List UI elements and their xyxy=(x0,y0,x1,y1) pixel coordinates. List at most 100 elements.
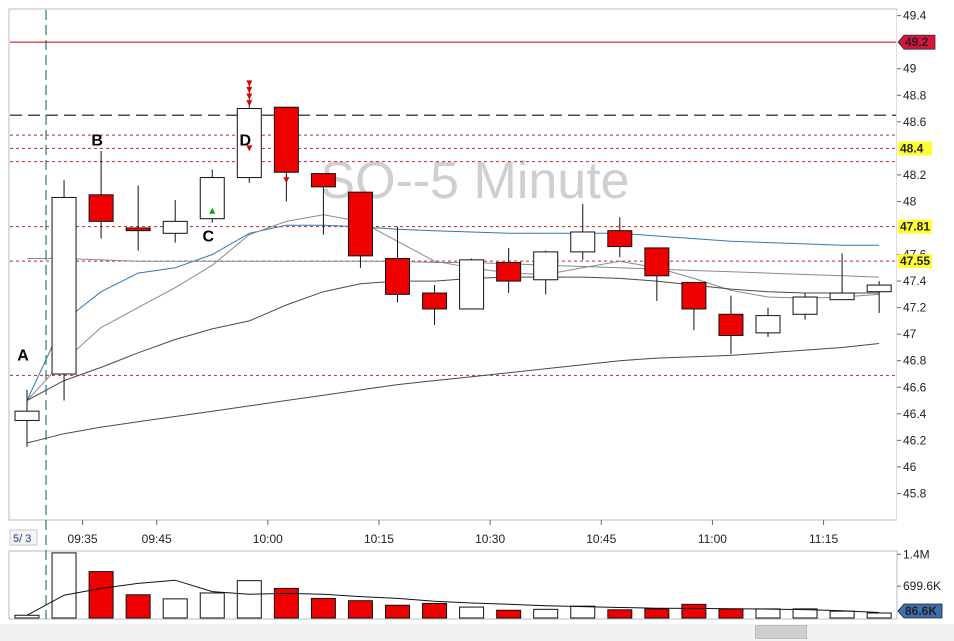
price-tick-label-10: 46.8 xyxy=(903,354,927,368)
volume-bar-6 xyxy=(236,580,262,619)
annotation-d: D xyxy=(240,133,252,150)
signal-markers xyxy=(209,80,290,214)
price-tick-label-5: 48 xyxy=(903,194,917,208)
time-axis: 09:35 09:45 10:00 10:15 10:30 10:45 11:00 11:15 xyxy=(68,520,838,546)
time-tick-label-1: 09:45 xyxy=(142,532,172,546)
price-tick-label-14: 46 xyxy=(903,460,917,474)
volume-bar-12 xyxy=(459,606,485,619)
candle-body-13 xyxy=(496,262,522,282)
time-tick-label-5: 10:45 xyxy=(586,532,616,546)
price-tag-text-0: 49.2 xyxy=(905,35,929,49)
candle-body-0 xyxy=(14,410,40,421)
signal-marker-5 xyxy=(246,145,253,152)
candle-body-7 xyxy=(273,106,299,173)
date-label-text: 5/ 3 xyxy=(13,533,31,545)
price-tick-label-0: 49.4 xyxy=(903,9,927,23)
signal-marker-0 xyxy=(209,207,216,214)
volume-bar-18 xyxy=(681,603,707,619)
candle-body-20 xyxy=(755,315,781,334)
price-tag-bg-0 xyxy=(897,34,936,50)
candle-body-23 xyxy=(866,284,892,293)
candle-body-12 xyxy=(459,259,485,310)
candle-body-2 xyxy=(88,194,114,222)
signal-marker-2 xyxy=(246,86,253,93)
volume-average-line xyxy=(26,579,880,616)
volume-bar-21 xyxy=(792,608,818,619)
candle-body-10 xyxy=(385,258,410,295)
price-tag-bg-2 xyxy=(898,219,932,234)
annotation-a: A xyxy=(17,348,29,365)
volume-bar-17 xyxy=(644,608,670,619)
price-tag-bg-1 xyxy=(898,141,932,156)
time-tick-label-6: 11:00 xyxy=(698,532,727,546)
signal-marker-4 xyxy=(246,100,253,107)
volume-bar-13 xyxy=(496,609,522,619)
price-tick-label-11: 46.6 xyxy=(903,380,927,394)
volume-tick-label-0: 1.4M xyxy=(903,547,930,561)
volume-bar-1 xyxy=(51,552,77,619)
candle-body-6 xyxy=(236,108,262,179)
axis-gutter xyxy=(897,9,953,541)
price-tick-label-12: 46.4 xyxy=(903,407,927,421)
time-tick-label-4: 10:30 xyxy=(475,532,505,546)
candle-body-22 xyxy=(829,292,855,301)
signal-marker-3 xyxy=(246,93,253,100)
price-tag-bg-3 xyxy=(898,254,932,269)
candle-body-4 xyxy=(162,220,188,234)
candle-body-18 xyxy=(681,281,707,310)
price-tick-label-2: 48.8 xyxy=(903,88,927,102)
price-tick-label-4: 48.2 xyxy=(903,168,927,182)
volume-bar-8 xyxy=(310,597,336,619)
volume-ma-path xyxy=(26,579,880,616)
volume-bar-23 xyxy=(866,612,892,619)
horizontal-scrollbar[interactable] xyxy=(0,624,954,641)
volume-bar-16 xyxy=(607,609,633,619)
candle-body-17 xyxy=(644,247,670,277)
volume-bar-10 xyxy=(385,604,410,619)
ma-line-3 xyxy=(26,276,880,401)
candle-body-21 xyxy=(792,296,818,315)
candle-body-15 xyxy=(570,231,596,253)
ma-line-1 xyxy=(26,214,880,401)
candle-body-3 xyxy=(125,227,151,232)
volume-last-tag-text: 86.6K xyxy=(905,604,937,618)
volume-bar-22 xyxy=(829,610,855,619)
point-annotations: A B C D xyxy=(17,133,251,365)
price-tick-label-8: 47.2 xyxy=(903,301,927,315)
ma-line-4 xyxy=(26,343,880,444)
price-tick-label-15: 45.8 xyxy=(903,486,927,500)
volume-bars xyxy=(14,552,892,619)
ma-line-2 xyxy=(27,258,880,278)
volume-bar-5 xyxy=(199,592,225,619)
date-label: 5/ 3 xyxy=(9,529,38,546)
volume-bar-4 xyxy=(162,598,188,619)
volume-bar-9 xyxy=(347,600,373,619)
volume-bar-19 xyxy=(718,608,744,619)
price-tags: 49.2 48.4 47.81 47.55 xyxy=(897,34,936,269)
volume-bar-15 xyxy=(570,605,596,619)
time-tick-label-0: 09:35 xyxy=(68,532,98,546)
candle-body-16 xyxy=(607,230,633,248)
price-tick-label-1: 49 xyxy=(903,62,917,76)
volume-axis: 1.4M 699.6K 86.6K xyxy=(897,547,943,619)
time-tick-label-7: 11:15 xyxy=(809,532,838,546)
volume-bar-7 xyxy=(273,587,299,619)
price-tick-label-9: 47 xyxy=(903,327,917,341)
candle-body-8 xyxy=(310,173,336,188)
candle-body-1 xyxy=(51,196,77,375)
signal-marker-1 xyxy=(246,80,253,87)
volume-bar-0 xyxy=(14,614,40,619)
price-tag-text-3: 47.55 xyxy=(900,254,930,268)
price-tick-label-7: 47.4 xyxy=(903,274,927,288)
candle-body-11 xyxy=(422,292,448,310)
volume-bar-2 xyxy=(88,571,114,619)
volume-bar-14 xyxy=(533,608,559,619)
volume-panel-frame xyxy=(8,550,898,620)
volume-bar-3 xyxy=(125,594,151,619)
candle-body-14 xyxy=(533,251,559,281)
price-axis: 49.44948.848.648.24847.647.447.24746.846… xyxy=(897,9,927,500)
price-tag-text-2: 47.81 xyxy=(900,220,930,234)
volume-last-tag-bg xyxy=(897,603,943,619)
scrollbar-thumb[interactable] xyxy=(755,625,807,639)
